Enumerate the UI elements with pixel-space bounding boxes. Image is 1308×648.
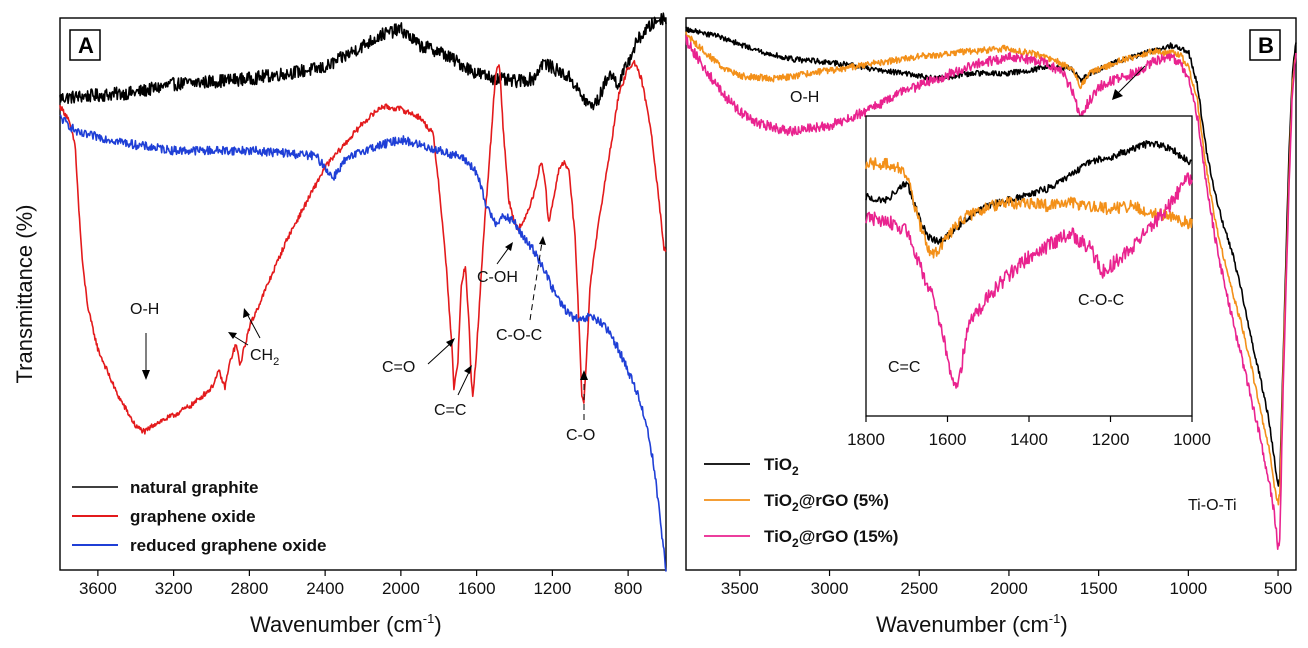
inset-plot: 1800 1600 1400 1200 1000 C=C C-O-C xyxy=(847,115,1211,449)
panel-a-frame xyxy=(59,17,667,571)
panel-a-y-axis-label: Transmittance (%) xyxy=(12,205,37,384)
annotation-c-eq-o: C=O xyxy=(382,359,415,376)
panel-a-x-tick-label-2000: 2000 xyxy=(382,579,420,598)
annotation-ch2-arrowhead-2 xyxy=(243,308,250,318)
annotation-c-oh-arrow xyxy=(496,245,511,265)
panel-a-label-box xyxy=(69,29,101,61)
panel-a-label: A xyxy=(78,33,94,58)
panel-b-label-box xyxy=(1249,29,1281,61)
annotation-c-o-arrowhead xyxy=(580,370,588,380)
annotation-c-eq-c-arrowhead xyxy=(464,365,472,374)
inset-series xyxy=(865,140,1193,389)
legend-label-reduced-graphene-oxide: reduced graphene oxide xyxy=(130,536,327,555)
panel-b-x-tick-label-3000: 3000 xyxy=(811,579,849,598)
legend-label-natural-graphite: natural graphite xyxy=(130,478,258,497)
panel-b-series-tio-rgo-15 xyxy=(685,35,1297,551)
annotation-c-oh-arrowhead xyxy=(505,242,513,251)
panel-a-x-tick-label-1600: 1600 xyxy=(458,579,496,598)
panel-a-series-graphene-oxide xyxy=(59,59,667,435)
legend-label-tio2-rgo-5: TiO2@rGO (5%) xyxy=(764,491,889,514)
panel-b-x-tick-label-1000: 1000 xyxy=(1169,579,1207,598)
inset-annotation-c-o-c: C-O-C xyxy=(1078,292,1124,309)
panel-b-x-tick-label-3500: 3500 xyxy=(721,579,759,598)
annotation-o-h-arrowhead xyxy=(142,370,150,380)
panel-a-series-reduced-graphene-oxide xyxy=(59,114,667,572)
panel-b-legend: TiO2 TiO2@rGO (5%) TiO2@rGO (15%) xyxy=(704,455,898,550)
inset-x-tick-label-1600: 1600 xyxy=(929,430,967,449)
annotation-o-h-b: O-H xyxy=(790,89,819,106)
legend-label-graphene-oxide: graphene oxide xyxy=(130,507,256,526)
inset-x-tick-label-1400: 1400 xyxy=(1010,430,1048,449)
panel-a-x-tick-label-3600: 3600 xyxy=(79,579,117,598)
panel-a-legend: natural graphite graphene oxide reduced … xyxy=(72,478,327,555)
panel-a-x-tick-label-800: 800 xyxy=(614,579,642,598)
inset-annotation-c-eq-c: C=C xyxy=(888,359,920,376)
panel-a: 3600 3200 2800 2400 2000 1600 1200 800 A Transm… xyxy=(12,12,667,637)
panel-a-series xyxy=(59,12,667,572)
inset-x-tick-label-1200: 1200 xyxy=(1092,430,1130,449)
annotation-c-eq-o-arrowhead xyxy=(446,338,455,347)
panel-b-x-axis-label: Wavenumber (cm-1) xyxy=(876,611,1068,637)
inset-pointer-arrow xyxy=(1117,65,1146,94)
panel-b-x-tick-label-500: 500 xyxy=(1264,579,1292,598)
inset-x-tick-label-1000: 1000 xyxy=(1173,430,1211,449)
inset-series-tio2-rgo-15 xyxy=(865,172,1193,389)
annotation-c-o-c-arrow xyxy=(529,241,543,321)
annotation-c-eq-c-arrow xyxy=(457,369,471,396)
panel-b-series-tio xyxy=(685,26,1297,487)
annotation-c-o-c: C-O-C xyxy=(496,327,542,344)
inset-series-tio2-rgo-5 xyxy=(865,157,1193,259)
panel-a-x-tick-label-3200: 3200 xyxy=(155,579,193,598)
panel-a-x-axis-label: Wavenumber (cm-1) xyxy=(250,611,442,637)
annotation-c-o-c-arrowhead xyxy=(539,236,546,245)
annotation-c-oh: C-OH xyxy=(477,269,518,286)
panel-b: 3500 3000 2500 2000 1500 1000 500 B Wavenumber… xyxy=(685,17,1297,637)
panel-a-series-natural-graphite xyxy=(59,12,667,111)
annotation-ch2-arrowhead-1 xyxy=(228,332,237,339)
panel-b-x-tick-label-2500: 2500 xyxy=(900,579,938,598)
annotation-c-eq-o-arrow xyxy=(427,341,453,365)
panel-b-x-tick-label-1500: 1500 xyxy=(1080,579,1118,598)
panel-b-series-tio-rgo-5 xyxy=(685,31,1297,506)
annotation-ti-o-ti: Ti-O-Ti xyxy=(1188,497,1237,514)
annotation-ch2-arrow-2 xyxy=(245,311,261,339)
panel-b-label: B xyxy=(1258,33,1274,58)
annotation-o-h: O-H xyxy=(130,301,159,318)
annotation-c-o: C-O xyxy=(566,427,595,444)
panel-a-x-tick-label-2400: 2400 xyxy=(306,579,344,598)
panel-b-frame xyxy=(685,17,1297,571)
panel-a-x-axis: 3600 3200 2800 2400 2000 1600 1200 800 xyxy=(79,570,642,598)
panel-b-x-tick-label-2000: 2000 xyxy=(990,579,1028,598)
panel-a-x-tick-label-1200: 1200 xyxy=(533,579,571,598)
inset-pointer-arrowhead xyxy=(1112,89,1123,100)
annotation-c-eq-c: C=C xyxy=(434,402,466,419)
annotation-ch2-arrow-1 xyxy=(231,334,249,346)
legend-label-tio2-rgo-15: TiO2@rGO (15%) xyxy=(764,527,898,550)
panel-a-x-tick-label-2800: 2800 xyxy=(230,579,268,598)
panel-b-x-axis: 3500 3000 2500 2000 1500 1000 500 xyxy=(721,570,1292,598)
inset-series-tio2 xyxy=(865,140,1193,245)
inset-x-tick-label-1800: 1800 xyxy=(847,430,885,449)
legend-label-tio2: TiO2 xyxy=(764,455,799,478)
annotation-ch2: CH2 xyxy=(250,347,279,368)
inset-x-axis: 1800 1600 1400 1200 1000 xyxy=(847,416,1211,449)
panel-a-annotations: O-H CH2 C=O C=C C-OH C-O-C C-O xyxy=(130,236,595,444)
panel-b-series xyxy=(685,26,1297,551)
